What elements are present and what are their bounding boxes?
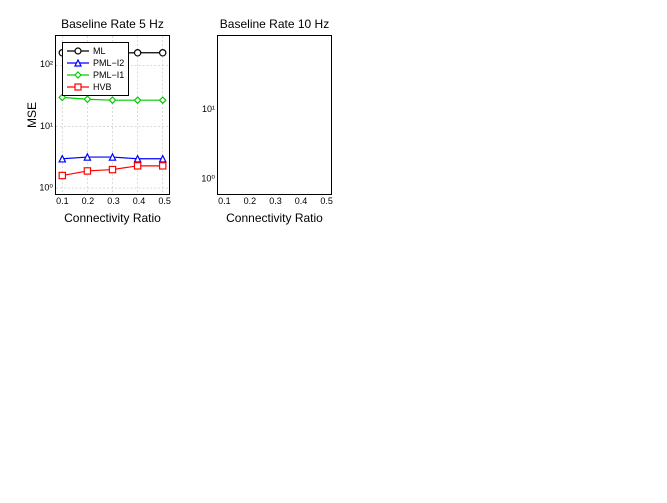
y-tick-label: 10⁰ xyxy=(201,173,218,184)
legend-item: PML−I1 xyxy=(67,69,124,81)
y-tick-label: 10⁰ xyxy=(39,182,56,193)
x-tick-label: 0.3 xyxy=(107,196,120,206)
x-tick-label: 0.1 xyxy=(56,196,69,206)
x-tick-label: 0.4 xyxy=(133,196,146,206)
legend: ML PML−I2 PML−I1 HVB xyxy=(62,42,129,96)
x-tick-label: 0.2 xyxy=(82,196,95,206)
x-tick-label: 0.2 xyxy=(244,196,257,206)
y-axis-label: MSE xyxy=(25,102,39,128)
y-tick-label: 10¹ xyxy=(202,104,218,114)
panel-title: Baseline Rate 10 Hz xyxy=(217,17,332,31)
x-tick-label: 0.3 xyxy=(269,196,282,206)
legend-label: HVB xyxy=(93,82,112,92)
y-tick-label: 10² xyxy=(40,59,56,69)
x-tick-label: 0.5 xyxy=(158,196,171,206)
panel-title: Baseline Rate 5 Hz xyxy=(55,17,170,31)
panel-0-0: 0.10.20.30.40.510⁰10¹10²MLPML−I2PML−I1HV… xyxy=(55,35,170,195)
legend-item: PML−I2 xyxy=(67,57,124,69)
legend-swatch-icon xyxy=(67,70,89,80)
legend-label: PML−I2 xyxy=(93,58,124,68)
x-tick-label: 0.1 xyxy=(218,196,231,206)
x-axis-label: Connectivity Ratio xyxy=(217,211,332,225)
legend-swatch-icon xyxy=(67,46,89,56)
x-tick-label: 0.4 xyxy=(295,196,308,206)
legend-swatch-icon xyxy=(67,82,89,92)
x-tick-label: 0.5 xyxy=(320,196,333,206)
figure: 0.10.20.30.40.510⁰10¹10²MLPML−I2PML−I1HV… xyxy=(0,0,667,503)
legend-label: PML−I1 xyxy=(93,70,124,80)
y-tick-label: 10¹ xyxy=(40,121,56,131)
panel-0-1: 0.10.20.30.40.510⁰10¹Baseline Rate 10 Hz… xyxy=(217,35,332,195)
legend-item: HVB xyxy=(67,81,124,93)
legend-item: ML xyxy=(67,45,124,57)
legend-label: ML xyxy=(93,46,106,56)
plot-area: 0.10.20.30.40.510⁰10¹ xyxy=(217,35,332,195)
legend-swatch-icon xyxy=(67,58,89,68)
plot-area: 0.10.20.30.40.510⁰10¹10²MLPML−I2PML−I1HV… xyxy=(55,35,170,195)
x-axis-label: Connectivity Ratio xyxy=(55,211,170,225)
